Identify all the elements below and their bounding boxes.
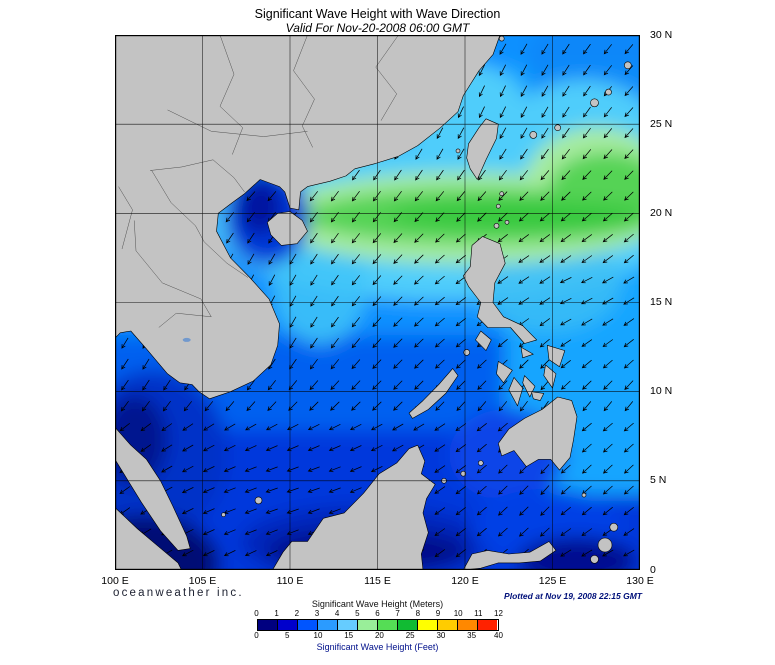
lon-tick-label: 125 E bbox=[538, 575, 567, 587]
legend-meters-label: Significant Wave Height (Meters) bbox=[311, 599, 444, 609]
colorbar-segment bbox=[257, 620, 277, 630]
colorbar-segment bbox=[356, 620, 377, 630]
meters-tick: 2 bbox=[294, 609, 300, 618]
valid-time-subtitle: Valid For Nov-20-2008 06:00 GMT bbox=[285, 21, 470, 35]
meters-tick: 9 bbox=[435, 609, 441, 618]
feet-tick: 35 bbox=[467, 631, 477, 640]
meters-tick: 11 bbox=[474, 609, 483, 618]
branding: oceanweather inc. bbox=[113, 587, 244, 599]
meters-tick: 6 bbox=[375, 609, 380, 618]
lon-tick-label: 100 E bbox=[101, 575, 129, 587]
feet-tick: 30 bbox=[436, 631, 446, 640]
lat-tick-label: 30 N bbox=[650, 28, 673, 41]
feet-tick: 5 bbox=[284, 631, 290, 640]
meters-tick: 12 bbox=[494, 609, 503, 618]
lat-tick-label: 25 N bbox=[650, 117, 673, 130]
colorbar-segment bbox=[336, 620, 357, 630]
lon-tick-label: 105 E bbox=[188, 575, 217, 587]
colorbar-segment bbox=[276, 620, 297, 630]
lon-tick-label: 115 E bbox=[364, 575, 391, 587]
meters-tick: 10 bbox=[453, 609, 463, 618]
colorbar-segment bbox=[477, 620, 498, 630]
meters-tick: 0 bbox=[254, 609, 259, 618]
page-title: Significant Wave Height with Wave Direct… bbox=[254, 7, 501, 21]
wave-map bbox=[115, 35, 640, 570]
lat-tick-label: 10 N bbox=[650, 385, 673, 398]
lat-tick-label: 5 N bbox=[650, 474, 667, 487]
feet-tick: 10 bbox=[313, 631, 323, 640]
lat-tick-label: 15 N bbox=[650, 296, 673, 308]
colorbar-segment bbox=[437, 620, 458, 630]
meters-tick: 1 bbox=[274, 609, 279, 618]
colorbar-segment bbox=[296, 620, 317, 630]
meters-tick-row: 0 1 2 3 4 5 6 7 8 9 10 11 12 bbox=[254, 609, 503, 619]
lon-tick-label: 110 E bbox=[276, 575, 304, 587]
lat-tick-label: 0 bbox=[650, 563, 656, 576]
colorbar-segment bbox=[316, 620, 337, 630]
feet-tick: 0 bbox=[254, 631, 259, 640]
feet-tick: 40 bbox=[494, 631, 503, 640]
colorbar-segment bbox=[376, 620, 398, 630]
meters-tick: 7 bbox=[395, 609, 400, 618]
legend-feet-label: Significant Wave Height (Feet) bbox=[316, 642, 439, 652]
lon-tick-label: 130 E bbox=[626, 575, 654, 587]
map-frame bbox=[115, 35, 640, 570]
grid-lines bbox=[115, 35, 640, 570]
feet-tick-row: 0 5 10 15 20 25 30 35 40 bbox=[254, 631, 503, 641]
feet-tick: 25 bbox=[405, 631, 415, 640]
lon-tick-label: 120 E bbox=[451, 575, 479, 587]
meters-tick: 5 bbox=[355, 609, 360, 618]
colorbar-segment bbox=[417, 620, 438, 630]
meters-tick: 4 bbox=[334, 609, 340, 618]
meters-tick: 3 bbox=[314, 609, 320, 618]
map-area bbox=[115, 35, 640, 570]
meters-tick: 8 bbox=[415, 609, 421, 618]
colorbar-segment bbox=[397, 620, 418, 630]
colorbar-segment bbox=[457, 620, 478, 630]
feet-tick: 20 bbox=[374, 631, 384, 640]
feet-tick: 15 bbox=[344, 631, 354, 640]
country-borders bbox=[118, 35, 399, 342]
lat-tick-label: 20 N bbox=[650, 206, 673, 219]
colorbar bbox=[256, 619, 499, 631]
plotted-timestamp: Plotted at Nov 19, 2008 22:15 GMT bbox=[504, 591, 642, 601]
colorbar-area: 0 1 2 3 4 5 6 7 8 9 10 11 12 0 5 10 15 20 25 30 35 40 bbox=[254, 609, 503, 641]
